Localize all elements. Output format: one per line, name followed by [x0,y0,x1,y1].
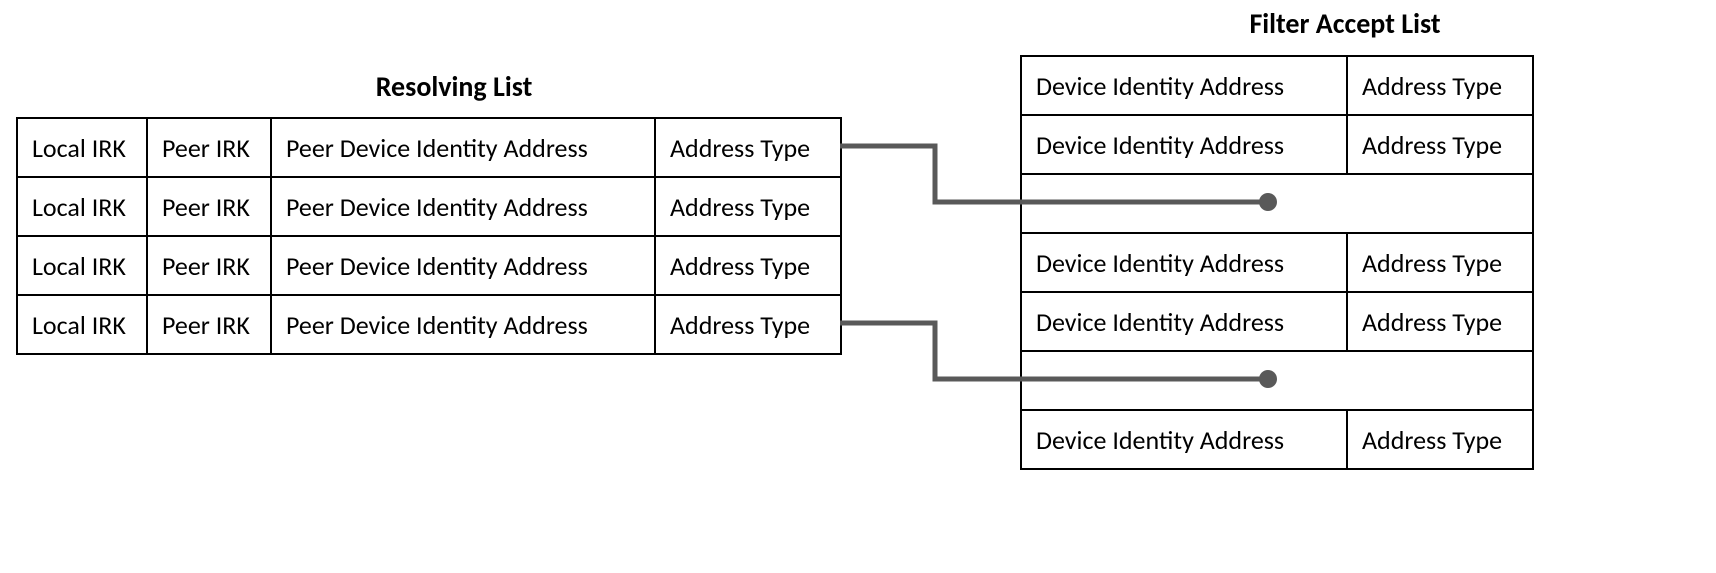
table-row: Device Identity AddressAddress Type [1021,56,1533,115]
table-row: Device Identity AddressAddress Type [1021,233,1533,292]
filter-cell: Device Identity Address [1021,292,1347,351]
filter-blank-row [1021,351,1533,410]
filter-cell: Device Identity Address [1021,410,1347,469]
resolving-cell: Peer IRK [147,118,271,177]
resolving-cell: Peer Device Identity Address [271,177,655,236]
resolving-cell: Local IRK [17,236,147,295]
resolving-list-title: Resolving List [284,69,624,104]
filter-cell: Device Identity Address [1021,115,1347,174]
filter-accept-list-table: Device Identity AddressAddress TypeDevic… [1020,55,1534,470]
table-row [1021,174,1533,233]
filter-cell: Address Type [1347,233,1533,292]
resolving-cell: Peer IRK [147,295,271,354]
resolving-cell: Address Type [655,295,841,354]
filter-cell: Address Type [1347,115,1533,174]
resolving-cell: Peer Device Identity Address [271,236,655,295]
table-row: Device Identity AddressAddress Type [1021,115,1533,174]
filter-blank-row [1021,174,1533,233]
resolving-cell: Address Type [655,118,841,177]
resolving-cell: Local IRK [17,118,147,177]
filter-cell: Address Type [1347,292,1533,351]
table-row [1021,351,1533,410]
resolving-cell: Address Type [655,177,841,236]
resolving-cell: Peer Device Identity Address [271,295,655,354]
resolving-cell: Local IRK [17,177,147,236]
table-row: Local IRKPeer IRKPeer Device Identity Ad… [17,295,841,354]
table-row: Local IRKPeer IRKPeer Device Identity Ad… [17,118,841,177]
table-row: Local IRKPeer IRKPeer Device Identity Ad… [17,236,841,295]
resolving-cell: Peer IRK [147,177,271,236]
resolving-cell: Local IRK [17,295,147,354]
resolving-cell: Peer Device Identity Address [271,118,655,177]
filter-cell: Address Type [1347,56,1533,115]
resolving-cell: Peer IRK [147,236,271,295]
table-row: Device Identity AddressAddress Type [1021,410,1533,469]
filter-cell: Device Identity Address [1021,56,1347,115]
table-row: Local IRKPeer IRKPeer Device Identity Ad… [17,177,841,236]
filter-cell: Device Identity Address [1021,233,1347,292]
resolving-list-table: Local IRKPeer IRKPeer Device Identity Ad… [16,117,842,355]
filter-accept-list-title: Filter Accept List [1165,6,1525,41]
filter-cell: Address Type [1347,410,1533,469]
table-row: Device Identity AddressAddress Type [1021,292,1533,351]
resolving-cell: Address Type [655,236,841,295]
